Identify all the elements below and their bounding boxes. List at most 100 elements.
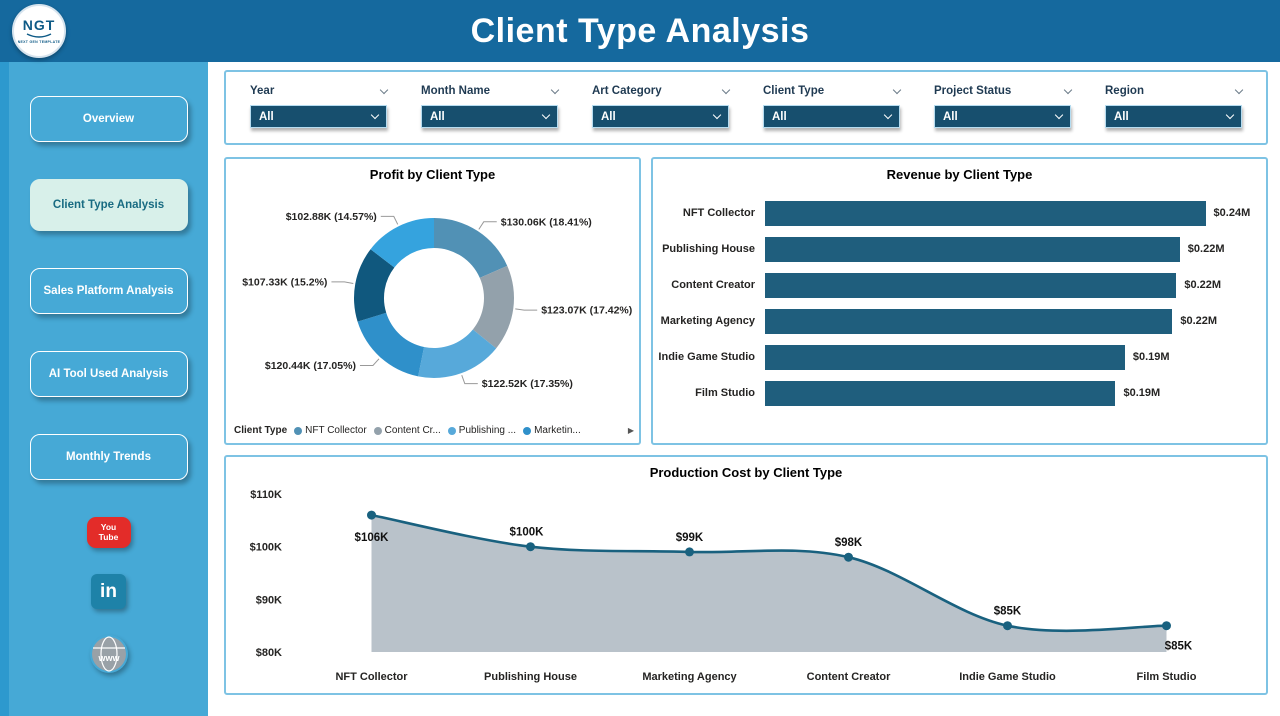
slicer-value: All xyxy=(601,110,616,123)
slicer-value: All xyxy=(259,110,274,123)
slicer-label: Client Type xyxy=(763,85,825,97)
bar-category-label: Film Studio xyxy=(695,387,755,399)
sidebar-item-monthly-trends[interactable]: Monthly Trends xyxy=(29,434,188,480)
slicer-header[interactable]: Project Status xyxy=(934,85,1073,97)
chevron-down-icon xyxy=(370,110,380,120)
data-point[interactable] xyxy=(1162,621,1171,631)
x-axis-label: Film Studio xyxy=(1137,671,1197,683)
sidebar: Overview Client Type Analysis Sales Platfo… xyxy=(0,62,208,716)
slicer-header[interactable]: Art Category xyxy=(592,85,731,97)
legend-item[interactable]: NFT Collector xyxy=(294,425,367,436)
donut-slice[interactable] xyxy=(354,249,395,322)
slicer-region: Region All xyxy=(1105,85,1244,128)
globe-graphic: www xyxy=(91,636,126,672)
donut-slice[interactable] xyxy=(434,218,508,278)
bar-track: $0.22M xyxy=(765,272,1260,298)
donut-legend: Client Type NFT Collector Content Cr... Pub… xyxy=(234,425,634,436)
chevron-down-icon xyxy=(712,110,722,120)
point-value-label: $99K xyxy=(676,532,704,544)
legend-item[interactable]: Publishing ... xyxy=(447,425,517,436)
bar-track: $0.24M xyxy=(765,200,1260,226)
data-point[interactable] xyxy=(367,510,376,520)
slicer-dropdown[interactable]: All xyxy=(250,105,387,128)
legend-title: Client Type xyxy=(234,425,288,436)
legend-label: NFT Collector xyxy=(305,425,367,436)
slicer-value: All xyxy=(772,110,787,123)
bar-value-label: $0.22M xyxy=(1180,315,1218,327)
legend-label: Publishing ... xyxy=(458,425,517,436)
logo-subtext: NEXT GEN TEMPLATE xyxy=(17,40,61,44)
revenue-bar-row: Indie Game Studio $0.19M xyxy=(653,339,1260,375)
data-point[interactable] xyxy=(1003,621,1012,631)
bar-value-label: $0.24M xyxy=(1213,207,1251,219)
revenue-bar[interactable] xyxy=(765,236,1180,262)
slicer-label: Art Category xyxy=(592,85,662,97)
slicer-dropdown[interactable]: All xyxy=(592,105,729,128)
donut-value-label: $102.88K (14.57%) xyxy=(286,211,377,223)
slicer-art-category: Art Category All xyxy=(592,85,731,128)
sidebar-item-client-type-analysis[interactable]: Client Type Analysis xyxy=(29,179,188,231)
slicer-dropdown[interactable]: All xyxy=(1105,105,1242,128)
revenue-bar[interactable] xyxy=(765,272,1177,298)
donut-slice[interactable] xyxy=(472,265,514,349)
linkedin-icon[interactable]: in xyxy=(91,574,126,609)
slicer-project-status: Project Status All xyxy=(934,85,1073,128)
slicer-header[interactable]: Region xyxy=(1105,85,1244,97)
data-point[interactable] xyxy=(685,547,694,557)
y-axis-label: $90K xyxy=(256,594,282,606)
label-leader-line xyxy=(380,215,399,225)
logo-text: NGT xyxy=(22,17,56,33)
legend-dot xyxy=(447,426,456,435)
legend-item[interactable]: Marketin... xyxy=(523,425,581,436)
revenue-bar[interactable] xyxy=(765,380,1116,406)
sidebar-item-sales-platform-analysis[interactable]: Sales Platform Analysis xyxy=(29,268,188,314)
sidebar-item-overview[interactable]: Overview xyxy=(29,96,188,142)
slicer-header[interactable]: Year xyxy=(250,85,389,97)
slicer-dropdown[interactable]: All xyxy=(763,105,900,128)
bar-chart-title: Revenue by Client Type xyxy=(886,167,1033,182)
youtube-label-bottom: Tube xyxy=(98,531,119,542)
logo-swoosh xyxy=(26,33,52,38)
point-value-label: $98K xyxy=(835,537,863,549)
donut-slice[interactable] xyxy=(370,218,434,268)
slicer-dropdown[interactable]: All xyxy=(934,105,1071,128)
social-links: You Tube in www xyxy=(9,517,208,673)
revenue-bar[interactable] xyxy=(765,308,1173,334)
website-globe-icon[interactable]: www xyxy=(90,635,128,673)
legend-dot xyxy=(294,426,303,435)
legend-label: Marketin... xyxy=(534,425,581,436)
slicer-header[interactable]: Month Name xyxy=(421,85,560,97)
youtube-icon[interactable]: You Tube xyxy=(86,517,131,548)
slicer-label: Month Name xyxy=(421,85,490,97)
sidebar-item-ai-tool-used-analysis[interactable]: AI Tool Used Analysis xyxy=(29,351,188,397)
revenue-bar[interactable] xyxy=(765,344,1125,370)
revenue-bar-row: Film Studio $0.19M xyxy=(653,375,1260,411)
header: NGT NEXT GEN TEMPLATE Client Type Analys… xyxy=(0,0,1280,62)
revenue-bar[interactable] xyxy=(765,200,1206,226)
data-point[interactable] xyxy=(844,552,853,562)
legend-scroll-arrow[interactable]: ▶ xyxy=(627,426,634,435)
slicer-header[interactable]: Client Type xyxy=(763,85,902,97)
bar-category-label: NFT Collector xyxy=(682,207,755,219)
legend-item[interactable]: Content Cr... xyxy=(373,425,441,436)
chevron-down-icon xyxy=(1225,110,1235,120)
slicer-dropdown[interactable]: All xyxy=(421,105,558,128)
donut-slice[interactable] xyxy=(357,312,425,377)
point-value-label: $85K xyxy=(1165,641,1193,653)
label-leader-line xyxy=(331,281,354,284)
x-axis-label: NFT Collector xyxy=(335,671,408,683)
chevron-down-icon xyxy=(550,85,560,94)
bar-category-label: Content Creator xyxy=(671,279,755,291)
point-value-label: $85K xyxy=(994,606,1022,618)
data-point[interactable] xyxy=(526,542,535,552)
x-axis-label: Marketing Agency xyxy=(642,671,737,683)
production-cost-panel: Production Cost by Client Type $110K $100… xyxy=(224,455,1268,695)
production-cost-chart: $110K $100K $90K $80K $106K NFT Collector $100… xyxy=(250,489,1197,683)
donut-chart-title: Profit by Client Type xyxy=(369,167,496,182)
bar-track: $0.19M xyxy=(765,344,1260,370)
bar-category-label: Marketing Agency xyxy=(660,315,755,327)
donut-slice[interactable] xyxy=(418,329,497,378)
bar-track: $0.22M xyxy=(765,308,1260,334)
revenue-bar-chart: NFT Collector $0.24M Publishing House $0.22… xyxy=(653,195,1266,411)
x-axis-label: Publishing House xyxy=(484,671,577,683)
